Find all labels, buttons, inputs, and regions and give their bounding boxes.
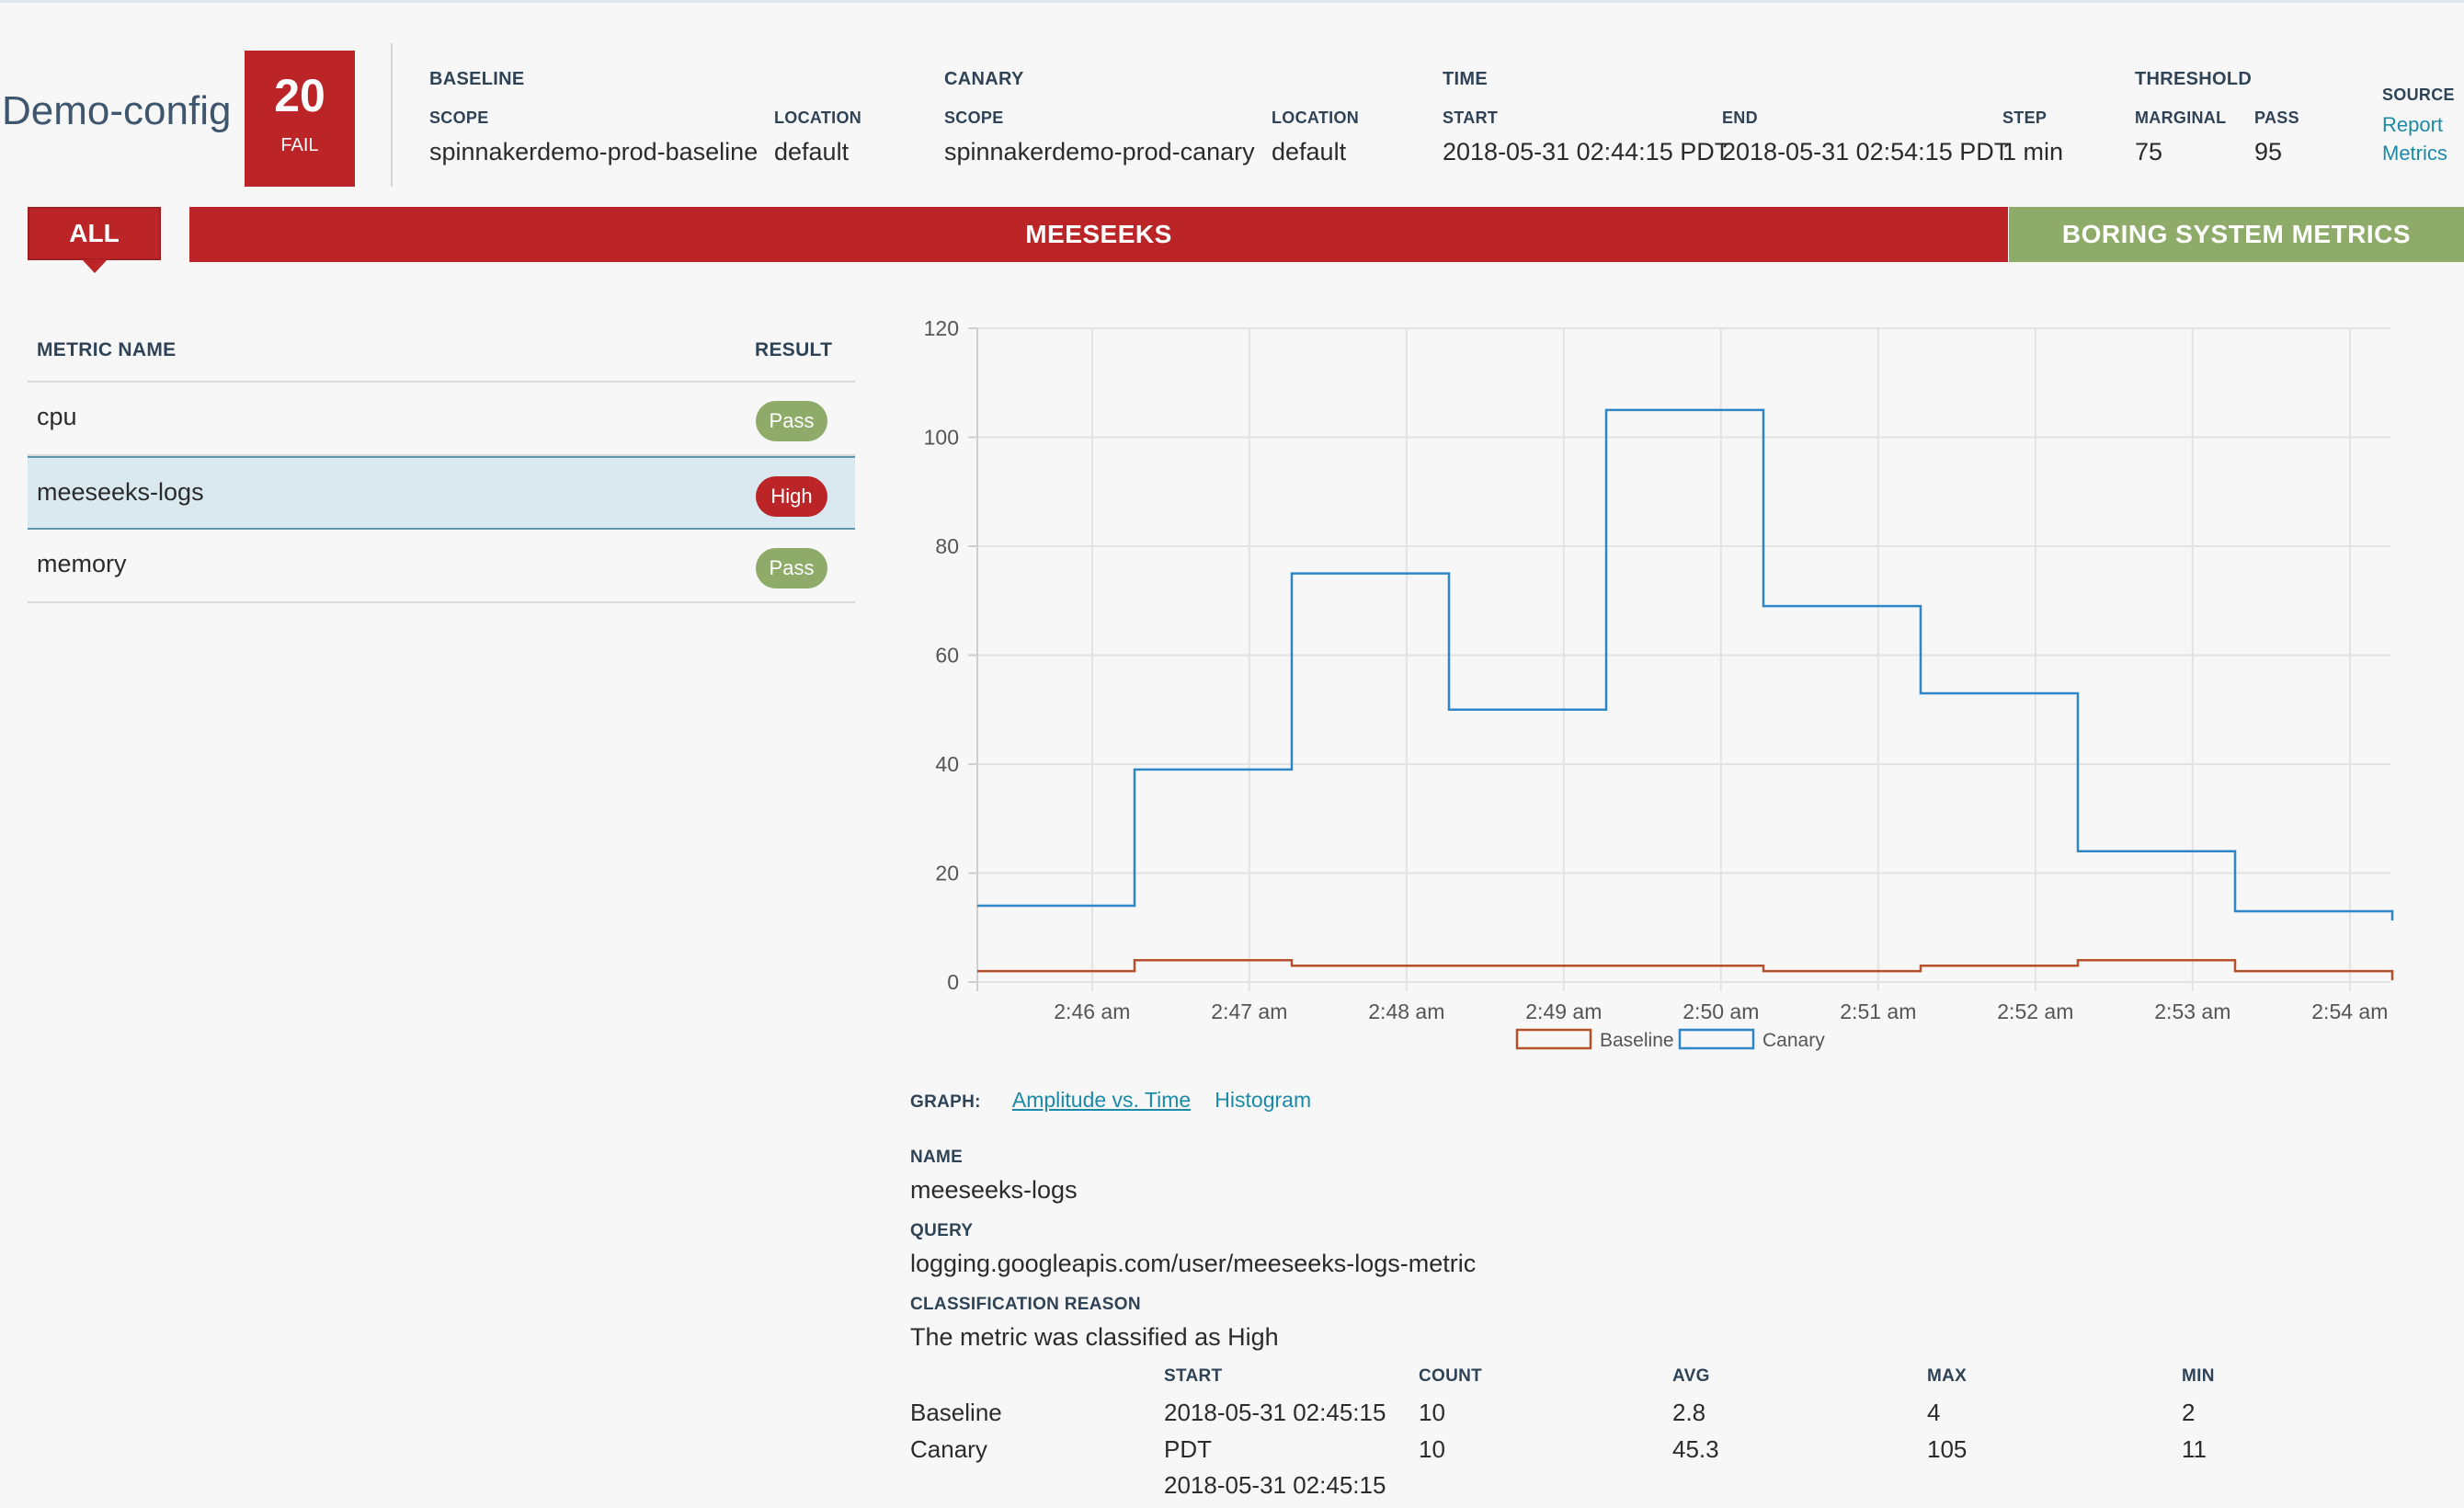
baseline-title: BASELINE (429, 69, 525, 89)
col-result: RESULT (755, 339, 833, 360)
time-title: TIME (1443, 69, 1488, 89)
graph-option-histogram[interactable]: Histogram (1215, 1088, 1312, 1112)
stats-row-min: 2 (2182, 1399, 2196, 1426)
header-divider (391, 43, 393, 187)
metric-name: memory (37, 550, 127, 577)
stats-row-count: 10 (1419, 1435, 1445, 1463)
time-end-label: END (1722, 109, 1758, 127)
metric-name: cpu (37, 403, 77, 430)
graph-label: GRAPH: (910, 1092, 981, 1112)
canary-location-label: LOCATION (1272, 109, 1360, 127)
threshold-pass: 95 (2254, 138, 2283, 166)
stats-row-count: 10 (1419, 1399, 1445, 1426)
x-tick-label: 2:54 am (2311, 1000, 2388, 1023)
score-box: 20 FAIL (245, 51, 355, 187)
stats-row-avg: 2.8 (1672, 1399, 1706, 1426)
group-tab-boring-system-metrics[interactable]: BORING SYSTEM METRICS (2009, 207, 2464, 262)
threshold-pass-label: PASS (2254, 109, 2299, 127)
legend-swatch-canary (1678, 1028, 1755, 1050)
metric-row-memory[interactable]: memory Pass (28, 530, 855, 603)
y-tick-label: 0 (947, 970, 959, 994)
metric-table: METRIC NAME RESULT cpu Pass meeseeks-log… (28, 326, 855, 603)
legend-swatch-baseline (1515, 1028, 1592, 1050)
stats-row-max: 4 (1927, 1399, 1941, 1426)
graph-type-selector: GRAPH: Amplitude vs. Time Histogram (910, 1088, 1329, 1113)
metric-table-header: METRIC NAME RESULT (28, 326, 855, 383)
stats-row-name: Baseline (910, 1399, 1002, 1426)
name-label: NAME (910, 1148, 964, 1167)
stats-col-avg: AVG (1672, 1366, 1710, 1386)
time-end: 2018-05-31 02:54:15 PDT (1722, 138, 2010, 166)
tab-all-pointer (82, 259, 108, 273)
y-tick-label: 100 (924, 426, 959, 450)
x-tick-label: 2:49 am (1525, 1000, 1602, 1023)
x-tick-label: 2:53 am (2154, 1000, 2230, 1023)
threshold-marginal: 75 (2135, 138, 2163, 166)
threshold-title: THRESHOLD (2135, 69, 2253, 89)
time-start: 2018-05-31 02:44:15 PDT (1443, 138, 1730, 166)
y-tick-label: 40 (935, 752, 959, 776)
tab-all[interactable]: ALL (28, 207, 161, 260)
query-value: logging.googleapis.com/user/meeseeks-log… (910, 1250, 1477, 1277)
y-tick-label: 80 (935, 534, 959, 558)
score-value: 20 (274, 70, 325, 121)
classification-reason-value: The metric was classified as High (910, 1323, 1279, 1351)
score-result-label: FAIL (280, 135, 319, 155)
time-step: 1 min (2002, 138, 2064, 166)
query-label: QUERY (910, 1221, 974, 1240)
metric-row-meeseeks-logs[interactable]: meeseeks-logs High (28, 456, 855, 530)
x-tick-label: 2:47 am (1211, 1000, 1287, 1023)
col-metric-name: METRIC NAME (37, 339, 177, 360)
stats-col-count: COUNT (1419, 1366, 1483, 1386)
baseline-location: default (774, 138, 850, 166)
canary-scope-label: SCOPE (944, 109, 1004, 127)
stats-row-max: 105 (1927, 1435, 1968, 1463)
metrics-link[interactable]: Metrics (2382, 142, 2447, 165)
amplitude-time-chart: 0 20 40 60 80 100 120 2:46 am 2:47 am 2:48 am 2:49… (924, 316, 2394, 1051)
stats-row-start-suffix: PDT (1164, 1435, 1212, 1463)
y-tick-label: 120 (924, 316, 959, 340)
canary-location: default (1272, 138, 1347, 166)
metric-name: meeseeks-logs (37, 478, 204, 506)
metric-row-cpu[interactable]: cpu Pass (28, 383, 855, 456)
result-badge: High (756, 476, 827, 517)
time-step-label: STEP (2002, 109, 2048, 127)
metric-name-value: meeseeks-logs (910, 1176, 1078, 1204)
stats-row-min: 11 (2182, 1435, 2207, 1463)
result-badge: Pass (756, 548, 827, 588)
series-line-canary (977, 408, 2394, 920)
legend-label-baseline: Baseline (1600, 1030, 1674, 1051)
result-badge: Pass (756, 401, 827, 441)
threshold-marginal-label: MARGINAL (2135, 109, 2227, 127)
stats-row-avg: 45.3 (1672, 1435, 1719, 1463)
source-title: SOURCE (2382, 86, 2455, 104)
group-tab-meeseeks[interactable]: MEESEEKS (189, 207, 2008, 262)
config-name: Demo-config (2, 88, 232, 133)
x-tick-label: 2:52 am (1997, 1000, 2073, 1023)
x-tick-label: 2:48 am (1368, 1000, 1444, 1023)
stats-col-min: MIN (2182, 1366, 2215, 1386)
baseline-location-label: LOCATION (774, 109, 862, 127)
report-link[interactable]: Report (2382, 113, 2444, 136)
y-tick-label: 20 (935, 862, 959, 885)
stats-row-name: Canary (910, 1435, 987, 1463)
graph-option-amplitude-time[interactable]: Amplitude vs. Time (1011, 1088, 1192, 1112)
baseline-scope-label: SCOPE (429, 109, 489, 127)
canary-scope: spinnakerdemo-prod-canary (944, 138, 1255, 166)
stats-col-max: MAX (1927, 1366, 1968, 1386)
x-tick-label: 2:50 am (1683, 1000, 1759, 1023)
time-start-label: START (1443, 109, 1499, 127)
x-tick-label: 2:51 am (1840, 1000, 1916, 1023)
legend-label-canary: Canary (1762, 1030, 1825, 1051)
stats-row-start: 2018-05-31 02:45:15 (1164, 1399, 1386, 1426)
baseline-scope: spinnakerdemo-prod-baseline (429, 138, 759, 166)
series-line-baseline (977, 959, 2394, 981)
y-tick-label: 60 (935, 644, 959, 668)
classification-reason-label: CLASSIFICATION REASON (910, 1295, 1141, 1314)
stats-col-start: START (1164, 1366, 1223, 1386)
x-tick-label: 2:46 am (1054, 1000, 1130, 1023)
stats-row-start: 2018-05-31 02:45:15 (1164, 1471, 1386, 1499)
canary-title: CANARY (944, 69, 1024, 89)
